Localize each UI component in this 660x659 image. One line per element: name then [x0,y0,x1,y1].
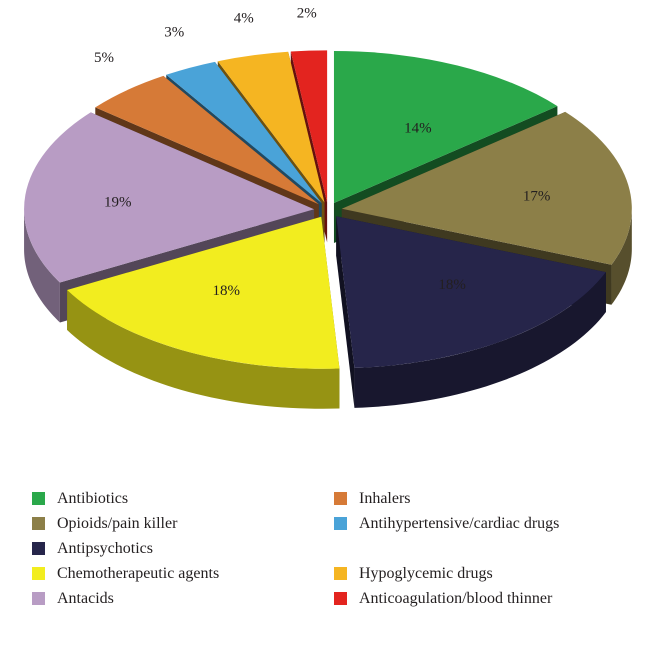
slice-top [166,61,322,204]
pie-slice-2 [336,216,606,408]
legend-swatch [334,592,347,605]
legend-item-chemotherapeutic: Chemotherapeutic agents [32,563,307,584]
legend-label: Opioids/pain killer [57,515,178,532]
legend-item-inhalers: Inhalers [334,488,609,509]
legend-label: Hypoglycemic drugs [359,565,493,582]
legend-swatch [32,592,45,605]
pie-slice-3 [67,216,340,409]
data-label: 2% [297,5,317,21]
legend-item-hypoglycemic: Hypoglycemic drugs [334,563,609,584]
legend-item-antihypertensive: Antihypertensive/cardiac drugs [334,513,569,534]
pie-chart: 14% 17% 18% 18% 19% 5% 3% 4% 2% [24,5,632,409]
legend-label: Inhalers [359,490,411,507]
slice-top [290,50,328,203]
slice-top [336,216,606,368]
slice-side [24,209,60,323]
legend-item-anticoagulation: Anticoagulation/blood thinner [334,588,569,609]
slice-side [67,289,340,409]
legend-label: Antacids [57,590,114,607]
slice-wall [336,216,355,408]
legend-label: Anticoagulation/blood thinner [359,590,553,607]
data-label: 19% [104,194,132,210]
legend-swatch [334,517,347,530]
legend-label: Antibiotics [57,490,129,507]
data-label: 18% [213,283,241,299]
slice-top [333,51,558,204]
slice-top [67,216,340,369]
legend-swatch [32,517,45,530]
legend-swatch [334,567,347,580]
legend-label: Chemotherapeutic agents [57,565,220,582]
legend-swatch [32,542,45,555]
legend: Antibiotics Opioids/pain killer Antipsyc… [0,484,660,654]
legend-swatch [32,492,45,505]
legend-swatch [334,492,347,505]
slice-top [95,75,319,205]
data-label: 14% [404,120,432,136]
slice-side [354,272,606,408]
data-label: 17% [523,189,551,205]
legend-label: Antipsychotics [57,540,153,557]
data-label: 3% [164,25,184,41]
data-label: 5% [94,50,114,66]
legend-item-antibiotics: Antibiotics [32,488,307,509]
slice-side [611,208,632,305]
legend-item-antacids: Antacids [32,588,307,609]
legend-label: Antihypertensive/cardiac drugs [359,515,560,532]
slice-top [341,111,632,265]
data-label: 4% [234,11,254,27]
legend-swatch [32,567,45,580]
data-label: 18% [438,277,466,293]
legend-item-opioids: Opioids/pain killer [32,513,307,534]
slice-top [217,51,325,203]
slice-top [24,112,315,283]
legend-item-antipsychotics: Antipsychotics [32,538,307,559]
